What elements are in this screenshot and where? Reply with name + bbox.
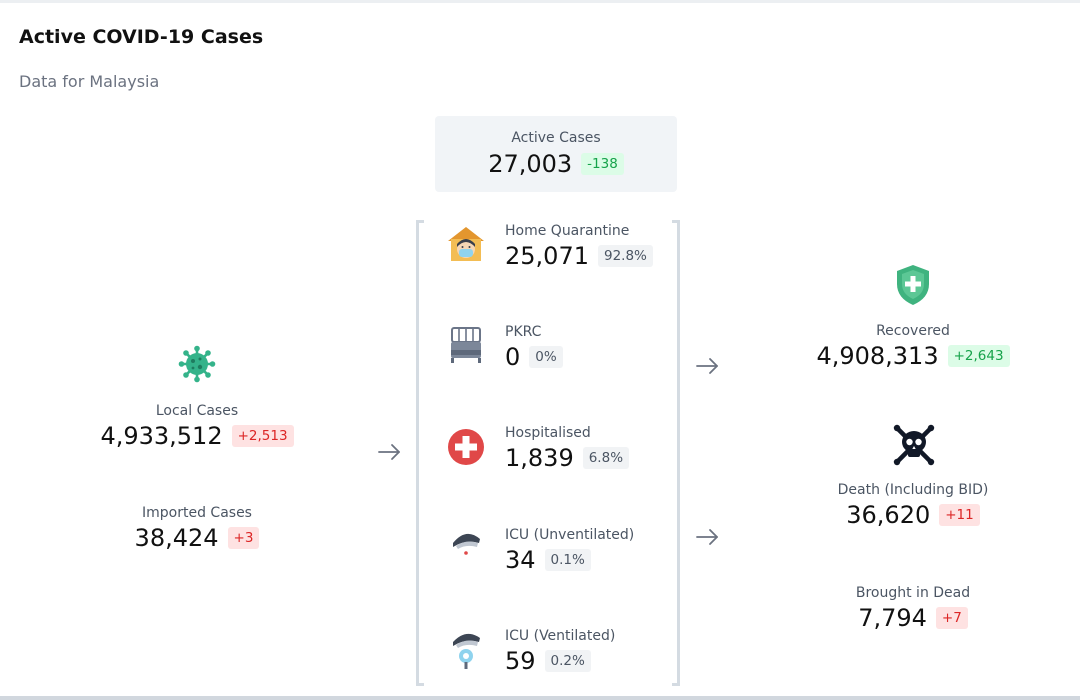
- brought-in-dead-value: 7,794: [858, 604, 927, 632]
- icu-unventilated-icon: [453, 533, 480, 555]
- imported-cases-change: +3: [227, 527, 260, 549]
- imported-cases-label: Imported Cases: [142, 505, 252, 521]
- hospitalised-pct: 6.8%: [582, 447, 630, 469]
- brought-in-dead: Brought in Dead 7,794 +7: [803, 585, 1023, 632]
- icu-ventilated-value: 59: [505, 647, 536, 675]
- page-title: Active COVID-19 Cases: [19, 26, 264, 48]
- local-cases-value: 4,933,512: [100, 422, 223, 450]
- recovered-change: +2,643: [947, 345, 1010, 367]
- home-quarantine-label: Home Quarantine: [505, 223, 630, 239]
- hospitalised-label: Hospitalised: [505, 425, 591, 441]
- arrow-right-icon: [378, 444, 400, 460]
- home-quarantine-icon: [448, 227, 484, 261]
- icu-ventilated-pct: 0.2%: [544, 650, 591, 672]
- icu-unventilated-pct: 0.1%: [544, 549, 591, 571]
- local-cases-label: Local Cases: [155, 403, 239, 419]
- left-bracket: [416, 220, 424, 686]
- icu-unventilated-label: ICU (Unventilated): [505, 527, 635, 543]
- local-cases: Local Cases 4,933,512 +2,513: [87, 403, 307, 450]
- death-label: Death (Including BID): [837, 482, 989, 498]
- home-quarantine-value: 25,071: [505, 242, 589, 270]
- death-value: 36,620: [846, 501, 931, 529]
- pkrc-value: 0: [505, 343, 521, 371]
- icu-ventilated-icon: [453, 633, 480, 669]
- virus-icon: [178, 345, 216, 383]
- imported-cases-value: 38,424: [134, 524, 219, 552]
- shield-plus-icon: [897, 265, 929, 305]
- top-border: [0, 0, 1080, 3]
- brought-in-dead-change: +7: [935, 607, 968, 629]
- active-cases-change: -138: [581, 153, 624, 175]
- active-cases-card: Active Cases 27,003 -138: [435, 116, 677, 192]
- bed-icon: [451, 327, 481, 363]
- brought-in-dead-label: Brought in Dead: [855, 585, 971, 601]
- right-bracket: [672, 220, 680, 686]
- hospitalised-value: 1,839: [505, 444, 574, 472]
- arrow-right-icon: [696, 529, 718, 545]
- arrow-right-icon: [696, 358, 718, 374]
- skull-crossbones-icon: [893, 424, 935, 466]
- imported-cases: Imported Cases 38,424 +3: [87, 505, 307, 552]
- icu-ventilated-label: ICU (Ventilated): [505, 628, 616, 644]
- active-cases-value: 27,003: [488, 150, 573, 178]
- pkrc-label: PKRC: [505, 324, 542, 340]
- hospital-cross-icon: [448, 429, 484, 465]
- death: Death (Including BID) 36,620 +11: [803, 482, 1023, 529]
- pkrc-pct: 0%: [529, 346, 563, 368]
- recovered: Recovered 4,908,313 +2,643: [803, 323, 1023, 370]
- recovered-label: Recovered: [876, 323, 950, 339]
- recovered-value: 4,908,313: [816, 342, 939, 370]
- bottom-border: [0, 696, 1080, 700]
- icu-unventilated-value: 34: [505, 546, 536, 574]
- active-cases-label: Active Cases: [511, 130, 601, 146]
- local-cases-change: +2,513: [231, 425, 294, 447]
- home-quarantine-pct: 92.8%: [597, 245, 653, 267]
- page-subtitle: Data for Malaysia: [19, 72, 160, 91]
- death-change: +11: [939, 504, 980, 526]
